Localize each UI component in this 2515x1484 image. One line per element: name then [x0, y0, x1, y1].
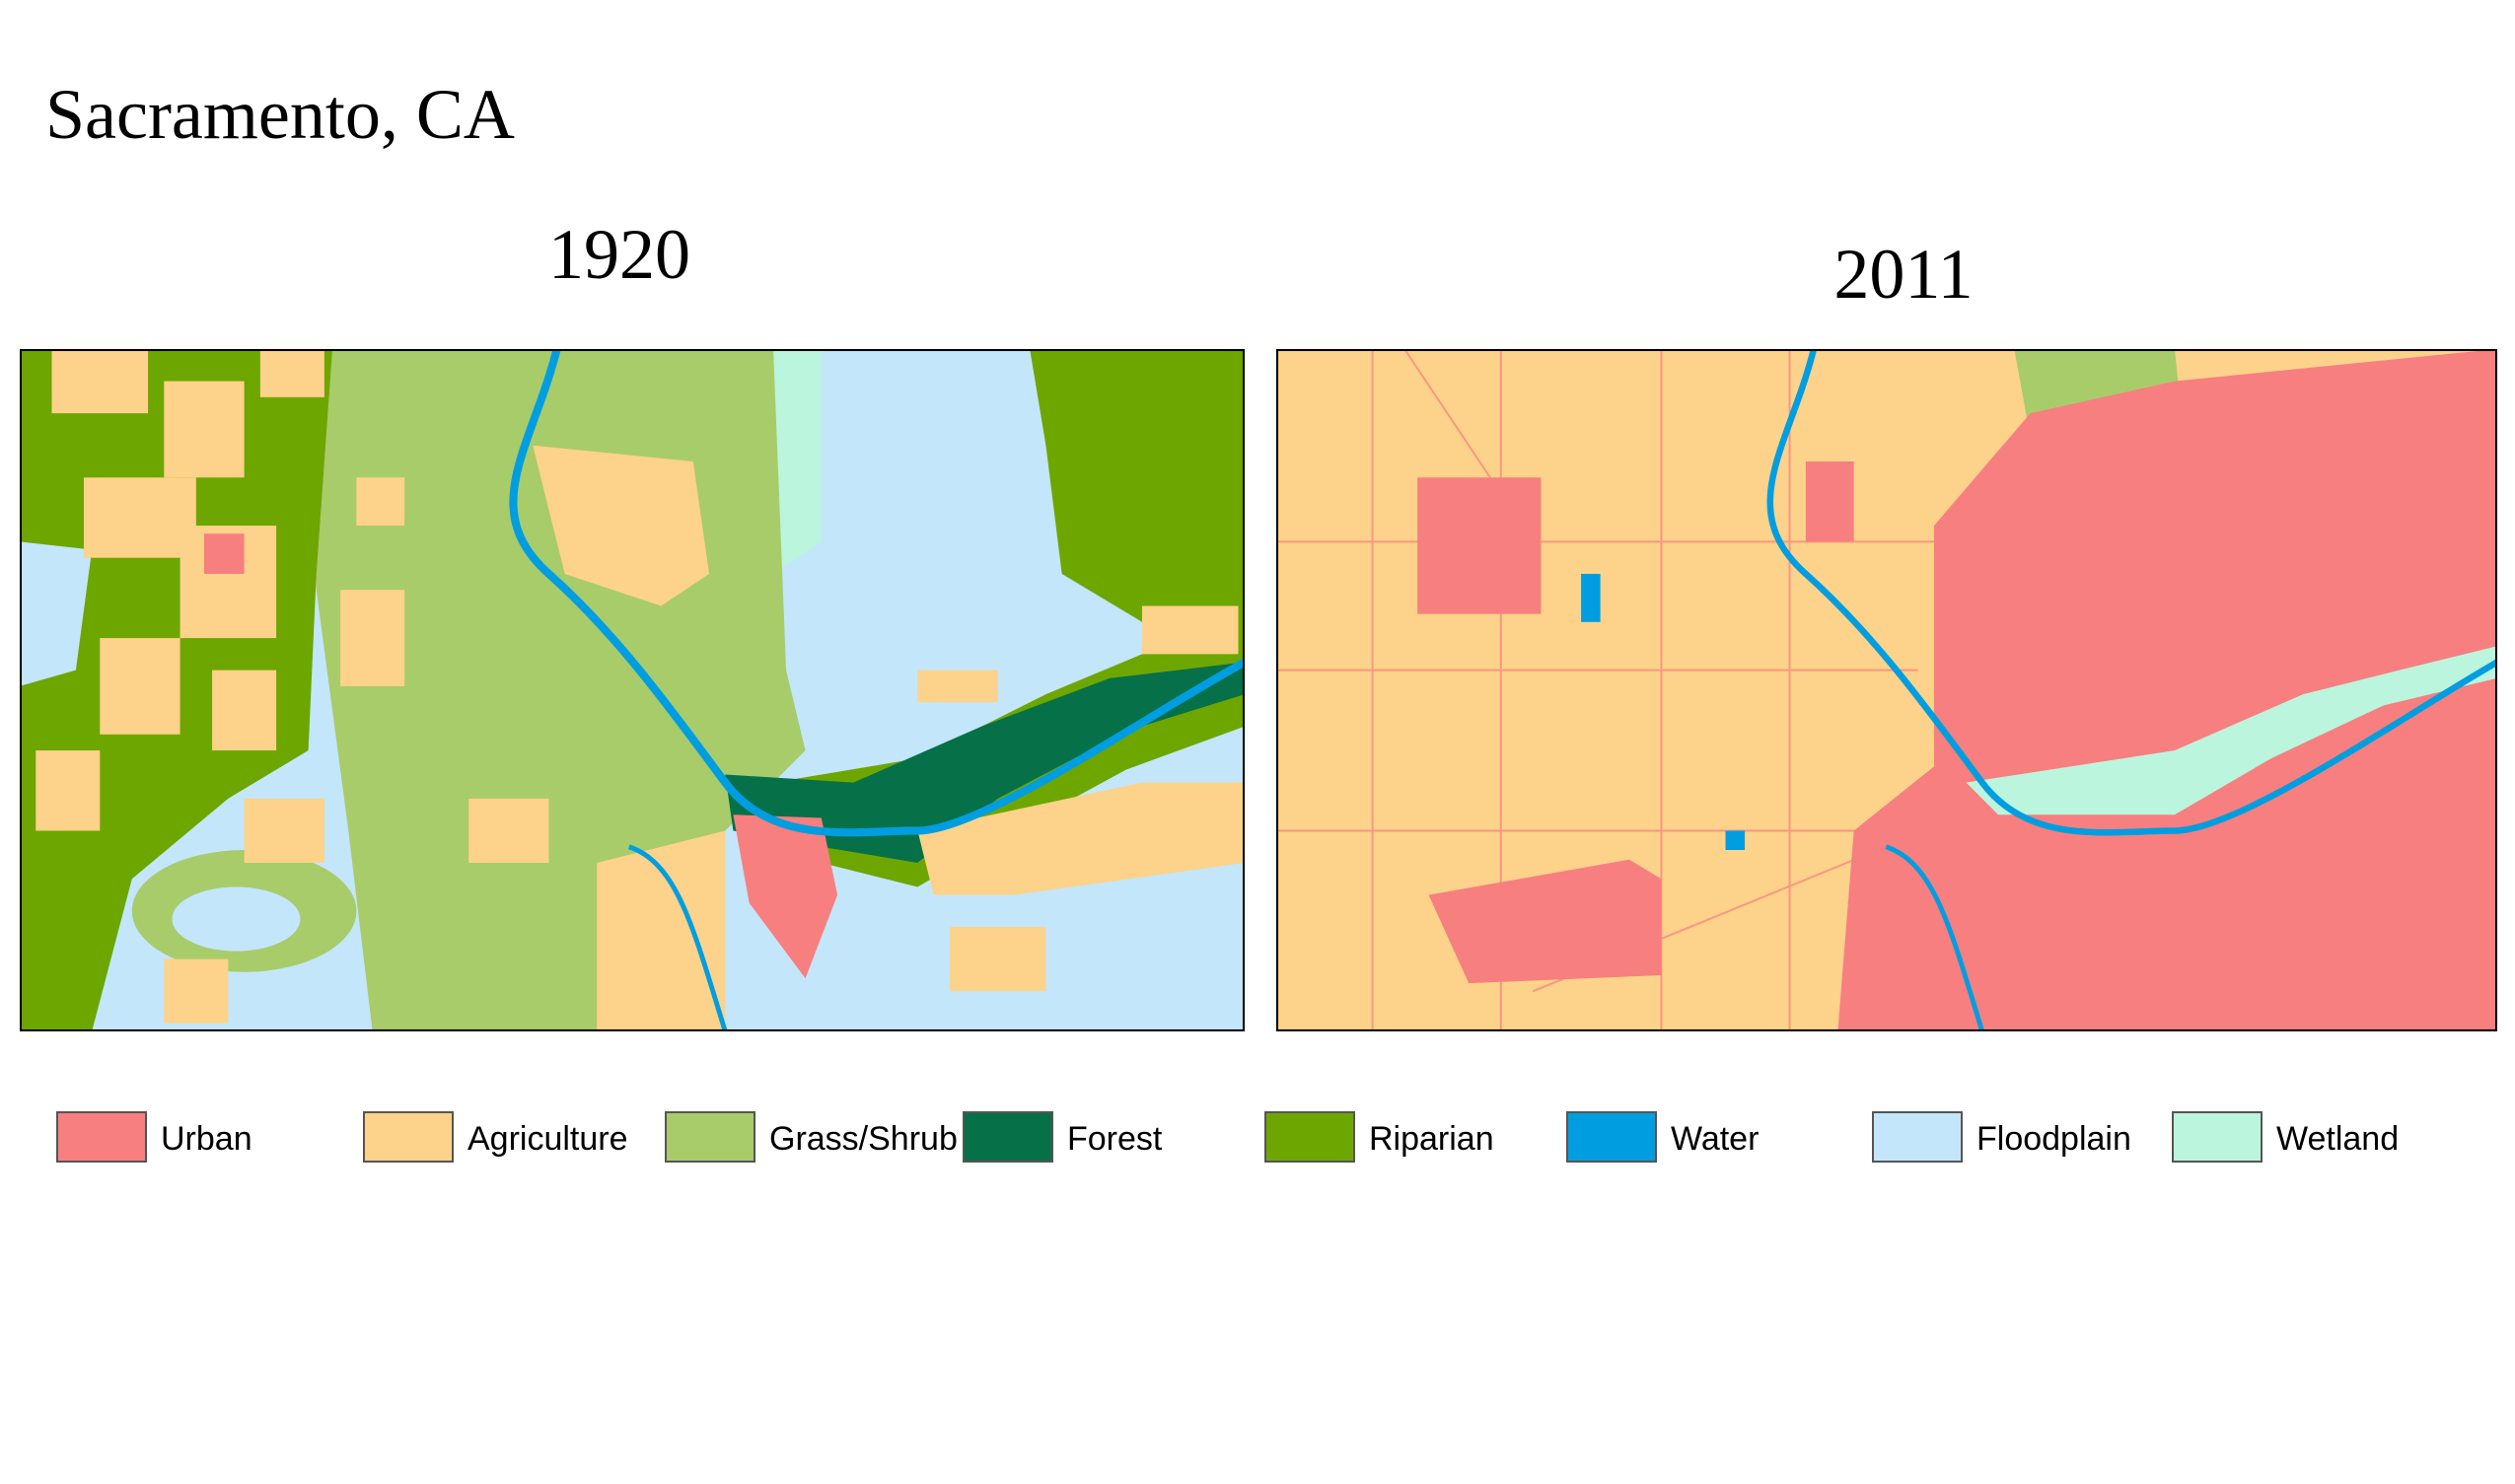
map-label: 1920	[548, 215, 690, 294]
legend-label: Riparian	[1369, 1120, 1494, 1158]
legend-swatch	[963, 1111, 1053, 1163]
legend-swatch	[363, 1111, 454, 1163]
legend: Urban Agriculture Grass/Shrub Forest Riparia…	[56, 1111, 2399, 1163]
legend-swatch	[1264, 1111, 1355, 1163]
map-label: 2011	[1833, 235, 1973, 314]
legend-swatch	[665, 1111, 755, 1163]
legend-label: Forest	[1067, 1120, 1163, 1158]
legend-swatch	[1872, 1111, 1963, 1163]
legend-swatch	[1566, 1111, 1657, 1163]
map-2011	[1276, 349, 2497, 1031]
legend-label: Water	[1671, 1120, 1759, 1158]
legend-swatch	[2172, 1111, 2263, 1163]
figure-title: Sacramento, CA	[45, 75, 515, 154]
legend-swatch	[56, 1111, 147, 1163]
legend-label: Wetland	[2276, 1120, 2399, 1158]
legend-label: Urban	[161, 1120, 252, 1158]
map-1920	[20, 349, 1245, 1031]
legend-label: Agriculture	[467, 1120, 628, 1158]
legend-label: Grass/Shrub	[769, 1120, 958, 1158]
legend-label: Floodplain	[1976, 1120, 2131, 1158]
